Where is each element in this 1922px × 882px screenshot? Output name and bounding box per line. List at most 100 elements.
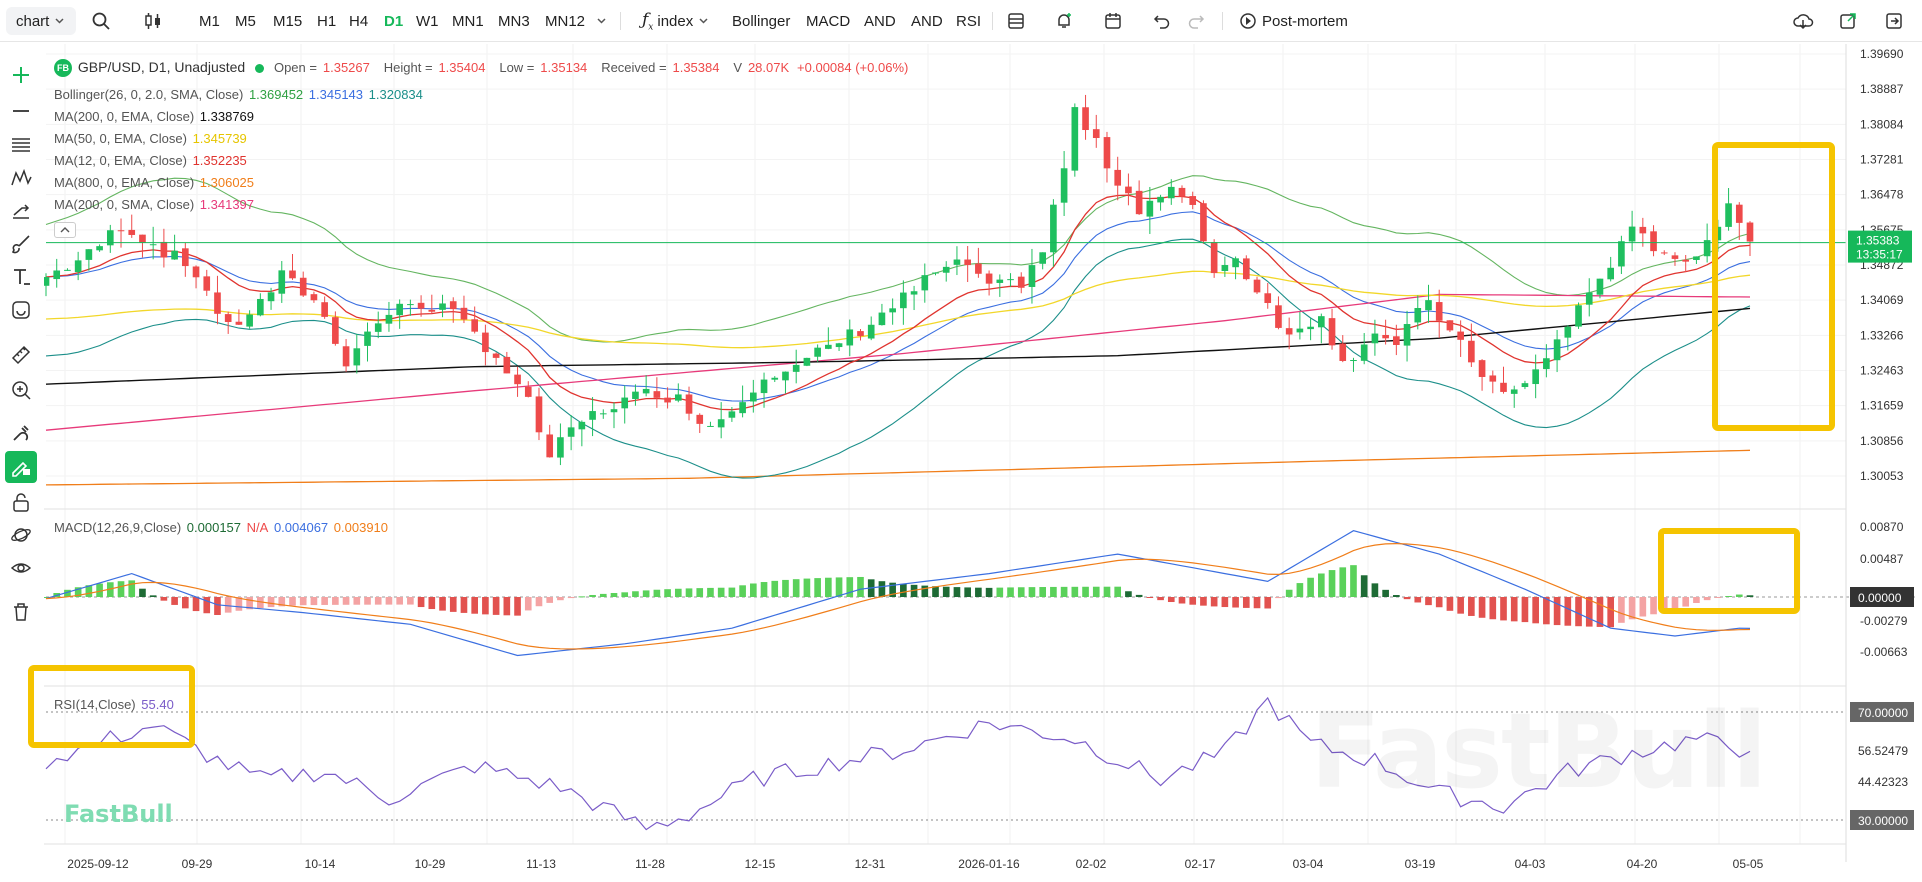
bollinger-mid-value: 1.345143 bbox=[308, 87, 364, 102]
macd-histogram-bar bbox=[578, 596, 586, 598]
candle-body bbox=[1200, 203, 1207, 242]
timeframe-mn3[interactable]: MN3 bbox=[498, 12, 530, 30]
indicator-rsi[interactable]: RSI bbox=[956, 12, 982, 30]
candle bbox=[1360, 333, 1368, 365]
candle-body bbox=[332, 317, 339, 344]
candle bbox=[1693, 256, 1700, 264]
candle-body bbox=[835, 343, 843, 348]
indicator-and-1[interactable]: AND bbox=[864, 12, 896, 30]
candle-body bbox=[1660, 252, 1668, 254]
macd-histogram-bar bbox=[321, 597, 328, 605]
timeframe-h1[interactable]: H1 bbox=[317, 12, 337, 30]
macd-histogram-bar bbox=[1114, 586, 1122, 597]
timeframe-mn1[interactable]: MN1 bbox=[452, 12, 484, 30]
object-tree-tool[interactable] bbox=[5, 519, 37, 551]
measure-tool[interactable] bbox=[5, 339, 37, 371]
candle-body bbox=[717, 419, 725, 428]
candle bbox=[1167, 179, 1175, 205]
indicator-macd[interactable]: MACD bbox=[806, 12, 851, 30]
share-button[interactable] bbox=[1838, 7, 1858, 35]
indicator-and-2[interactable]: AND bbox=[911, 12, 943, 30]
timeframe-h4[interactable]: H4 bbox=[349, 12, 369, 30]
timeframe-m5[interactable]: M5 bbox=[235, 12, 256, 30]
macd-tick-label: 0.00487 bbox=[1860, 552, 1904, 566]
candle-type-button[interactable] bbox=[143, 7, 163, 35]
calendar-button[interactable] bbox=[1103, 7, 1123, 35]
ma-value: 1.306025 bbox=[199, 175, 255, 190]
visibility-tool[interactable] bbox=[5, 552, 37, 584]
ma-value: 1.338769 bbox=[199, 109, 255, 124]
macd-histogram-bar bbox=[1746, 595, 1754, 597]
magnet-tool[interactable] bbox=[5, 417, 37, 449]
candle bbox=[1446, 320, 1454, 333]
time-axis-label: 04-03 bbox=[1515, 857, 1546, 871]
fullscreen-button[interactable] bbox=[1884, 7, 1904, 35]
candle bbox=[160, 228, 168, 268]
indicator-bollinger[interactable]: Bollinger bbox=[732, 12, 791, 30]
macd-histogram-bar bbox=[1489, 597, 1497, 620]
highlight-box-rsi bbox=[28, 665, 195, 748]
unlock-tool[interactable] bbox=[5, 486, 37, 518]
timeframe-m15[interactable]: M15 bbox=[273, 12, 303, 30]
macd-histogram-bar bbox=[1457, 597, 1464, 614]
low-value: 1.35134 bbox=[540, 60, 588, 75]
macd-histogram-bar bbox=[803, 578, 811, 597]
candle bbox=[1232, 256, 1239, 280]
candle bbox=[64, 268, 71, 271]
macd-histogram-bar bbox=[310, 597, 318, 606]
candle bbox=[74, 251, 82, 281]
alert-button[interactable] bbox=[1054, 7, 1074, 35]
candle-body bbox=[1500, 382, 1507, 392]
delete-tool[interactable] bbox=[5, 596, 37, 628]
chart-area[interactable]: 1.396901.388871.380841.372811.364781.356… bbox=[44, 44, 1922, 882]
rsi-line bbox=[45, 696, 1751, 831]
projection-tool[interactable] bbox=[5, 195, 37, 227]
zoom-tool[interactable] bbox=[5, 374, 37, 406]
timeframe-more-button[interactable] bbox=[597, 7, 606, 35]
post-mortem-button[interactable]: Post-mortem bbox=[1238, 7, 1348, 35]
candle-body bbox=[1242, 258, 1250, 280]
chart-type-dropdown[interactable]: chart bbox=[6, 7, 76, 35]
text-tool[interactable] bbox=[5, 261, 37, 293]
fib-tool[interactable] bbox=[5, 129, 37, 161]
time-axis-label: 03-19 bbox=[1405, 857, 1436, 871]
crosshair-tool[interactable] bbox=[5, 59, 37, 91]
macd-zero-tag bbox=[1850, 587, 1914, 607]
candle-body bbox=[171, 250, 178, 260]
timeframe-m1[interactable]: M1 bbox=[199, 12, 220, 30]
bollinger-mid bbox=[45, 211, 1751, 402]
candle-body bbox=[953, 259, 961, 265]
collapse-legend-button[interactable] bbox=[54, 222, 76, 238]
candle-body bbox=[782, 371, 789, 381]
candle-body bbox=[278, 270, 286, 294]
lock-drawing-tool[interactable] bbox=[5, 451, 37, 483]
close-label: Received = bbox=[601, 60, 667, 75]
candle bbox=[1521, 380, 1529, 390]
macd-histogram-bar bbox=[85, 585, 93, 597]
undo-button[interactable] bbox=[1152, 7, 1172, 35]
brush-tool[interactable] bbox=[5, 228, 37, 260]
timeframe-d1[interactable]: D1 bbox=[384, 12, 404, 30]
candle-body bbox=[460, 307, 468, 320]
ma50-path bbox=[45, 270, 1751, 349]
indicator-dropdown[interactable]: ƒx index bbox=[642, 7, 708, 35]
candle bbox=[471, 306, 479, 334]
cloud-sync-button[interactable] bbox=[1792, 7, 1814, 35]
pattern-tool[interactable] bbox=[5, 162, 37, 194]
candle bbox=[1746, 221, 1754, 256]
line-tool[interactable] bbox=[5, 95, 37, 127]
macd-histogram-bar bbox=[1393, 595, 1400, 597]
search-button[interactable] bbox=[91, 7, 111, 35]
macd-histogram-bar bbox=[235, 597, 243, 611]
macd-histogram-bar bbox=[117, 581, 125, 597]
candle-body bbox=[117, 230, 125, 232]
macd-histogram-bar bbox=[975, 587, 982, 597]
redo-button[interactable] bbox=[1186, 7, 1206, 35]
candle-body bbox=[696, 414, 704, 424]
timeframe-mn12[interactable]: MN12 bbox=[545, 12, 586, 30]
timeframe-w1[interactable]: W1 bbox=[416, 12, 439, 30]
candle-body bbox=[1360, 344, 1368, 361]
candle bbox=[1339, 335, 1347, 363]
layout-button[interactable] bbox=[1006, 7, 1026, 35]
emoji-tool[interactable] bbox=[5, 294, 37, 326]
